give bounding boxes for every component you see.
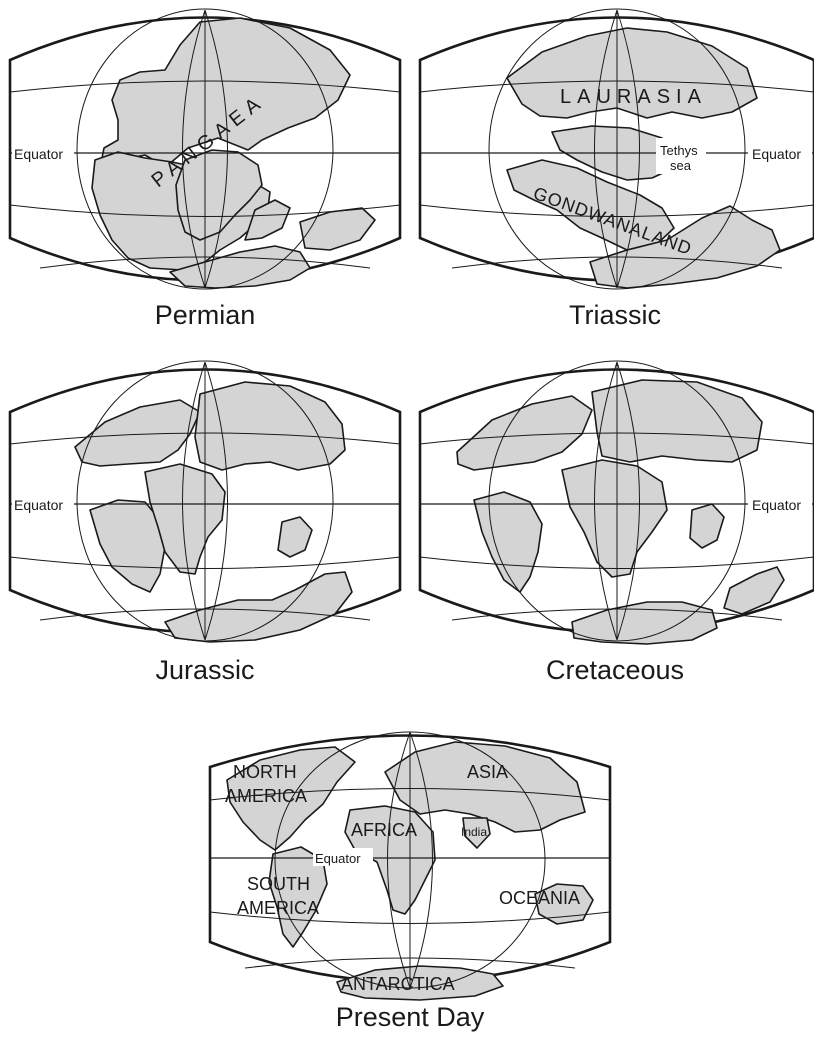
tethys-label: Tethys: [660, 143, 698, 158]
present-graticule: [209, 731, 611, 989]
south-america-label-1: SOUTH: [247, 874, 310, 894]
north-america-landmass: [456, 395, 593, 471]
cretaceous-caption: Cretaceous: [545, 655, 685, 685]
africa-label: AFRICA: [351, 820, 417, 840]
asia-label: ASIA: [467, 762, 508, 782]
eurasia-landmass: [591, 379, 763, 463]
triassic-landmasses: [506, 27, 781, 289]
permian-graticule: [9, 8, 401, 290]
equator-label: Equator: [752, 497, 801, 513]
laurasia-landmass: [506, 27, 758, 119]
antarctica-landmass: [336, 965, 504, 1001]
equator-label: Equator: [14, 497, 63, 513]
laurasia-label: LAURASIA: [560, 86, 707, 108]
north-america-label-1: NORTH: [233, 762, 297, 782]
south-america-landmass: [89, 499, 166, 593]
triassic-graticule: [419, 8, 814, 290]
australia-landmass: [723, 566, 785, 615]
eurasia-landmass: [384, 741, 586, 833]
antarctica-landmass: [164, 571, 353, 643]
australia-landmass: [534, 883, 594, 925]
south-america-label-2: AMERICA: [237, 898, 319, 918]
india-label: India: [461, 825, 487, 839]
permian-map: Equator PANGAEA: [8, 8, 402, 290]
antarctica-label: ANTARCTICA: [341, 974, 455, 994]
north-america-landmass: [226, 746, 356, 851]
equator-label: Equator: [14, 146, 63, 162]
south-america-landmass: [473, 491, 543, 593]
india-landmass: [462, 817, 491, 849]
tethys-sea-label: sea: [670, 158, 692, 173]
cretaceous-map: Equator: [418, 360, 814, 645]
oceania-label: OCEANIA: [499, 888, 580, 908]
north-america-landmass: [74, 399, 201, 467]
equator-label: Equator: [315, 851, 361, 866]
east-landmass: [244, 199, 291, 241]
cretaceous-landmasses: [456, 379, 785, 645]
triassic-caption: Triassic: [569, 300, 661, 330]
india-landmass: [277, 516, 313, 558]
antarctica-landmass: [571, 601, 718, 645]
present-day-map: Equator NORTH AMERICA ASIA India AFRICA …: [208, 731, 612, 1001]
jurassic-caption: Jurassic: [155, 655, 255, 685]
africa-landmass: [175, 149, 263, 241]
present-day-caption: Present Day: [335, 1002, 485, 1032]
north-america-label-2: AMERICA: [225, 786, 307, 806]
africa-landmass: [561, 459, 668, 578]
equator-label: Equator: [752, 146, 801, 162]
triassic-map: Equator Tethys sea LAURASIA GONDWANALAND: [412, 0, 814, 290]
present-landmasses: [226, 741, 594, 1001]
cretaceous-graticule: [419, 360, 814, 642]
permian-caption: Permian: [154, 300, 256, 330]
eurasia-landmass: [194, 381, 346, 471]
jurassic-map: Equator: [8, 360, 402, 643]
jurassic-graticule: [9, 360, 401, 642]
